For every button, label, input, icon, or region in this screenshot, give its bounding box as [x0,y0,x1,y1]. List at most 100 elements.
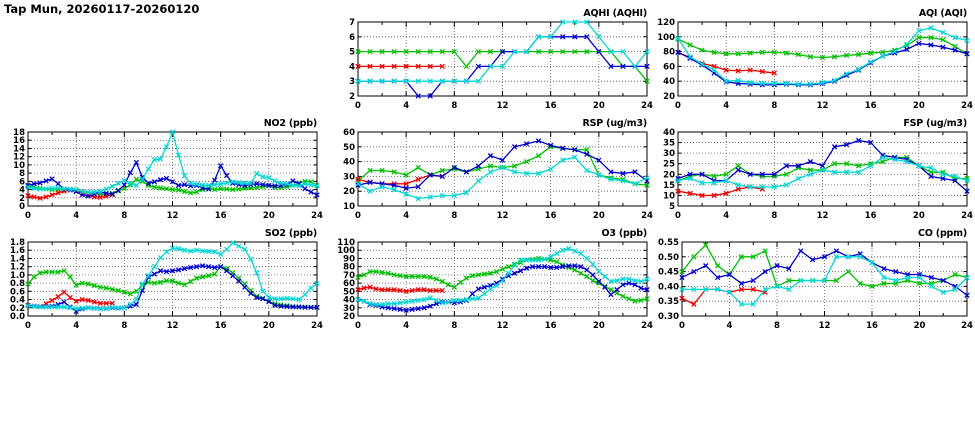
data-point [391,305,397,312]
data-point [940,175,946,182]
data-point [451,164,457,171]
y-tick-label: 0.50 [658,253,679,263]
data-point [218,186,224,192]
data-point [608,278,614,285]
data-point [928,34,934,41]
data-point [49,269,55,275]
data-point [964,274,970,281]
data-point [169,186,176,193]
data-point [723,171,729,177]
series-blue [355,138,650,191]
data-point [687,171,693,177]
chart-plot-so2: 0.00.20.40.60.81.01.21.41.61.8 0 4 8 12 16 20 2… [10,238,323,331]
data-point [157,185,164,191]
data-point [738,254,745,260]
data-point [181,282,188,288]
data-point [236,186,242,192]
data-point [608,287,614,293]
data-point [421,287,427,293]
data-point [505,270,512,276]
data-point [952,34,958,41]
data-point [43,304,49,310]
data-point [421,296,427,303]
data-point [964,37,970,44]
data-point [433,287,439,294]
data-point [91,282,97,289]
x-tick-label: 0 [355,101,361,111]
data-point [296,296,302,303]
data-point [499,164,506,171]
data-point [397,287,403,294]
data-point [831,54,838,60]
data-point [272,302,278,308]
data-point [928,173,934,180]
data-point [735,68,741,74]
data-point [952,177,958,184]
data-point [31,185,37,191]
y-tick-label: 0.35 [658,297,679,307]
x-tick-label: 8 [121,321,127,331]
data-point [679,286,685,293]
data-point [397,273,403,279]
data-point [584,273,590,280]
data-point [433,276,439,282]
data-point [379,287,385,293]
data-point [711,173,717,180]
data-point [584,167,590,174]
data-point [193,275,200,281]
data-point [602,284,608,290]
data-point [187,180,194,187]
data-point [427,172,433,178]
x-tick-label: 16 [545,101,557,111]
data-point [379,48,385,55]
data-point [61,304,67,310]
data-point [409,306,415,313]
data-point [711,180,717,186]
data-point [79,280,85,286]
data-point [224,172,230,179]
data-point [675,177,681,184]
chart-title-rsp: RSP (ug/m3) [582,118,648,129]
data-point [451,78,457,84]
data-point [726,289,733,295]
data-point [49,176,55,182]
data-point [928,165,934,171]
data-point [548,254,554,260]
data-point [73,298,79,304]
series-cyan [679,254,970,307]
x-tick-label: 0 [25,211,31,221]
data-point [880,158,886,165]
y-tick-label: 40 [343,158,355,168]
data-point [855,169,862,175]
data-point [723,190,729,196]
data-point [199,182,206,188]
data-point [699,192,705,199]
data-point [843,169,850,175]
data-point [409,273,415,280]
data-point [49,297,55,304]
y-tick-label: 110 [337,238,355,248]
data-point [121,289,127,295]
x-tick-label: 12 [817,101,829,111]
data-point [133,301,140,308]
data-point [427,295,433,301]
data-point [487,286,494,292]
data-point [892,48,898,55]
data-point [964,51,970,57]
data-point [175,267,182,273]
data-point [857,254,863,260]
data-point [403,48,409,55]
data-point [714,263,721,269]
data-point [855,66,862,73]
y-tick-label: 90 [343,254,355,264]
data-point [596,34,602,40]
data-point [133,176,140,182]
y-tick-label: 80 [663,48,675,58]
data-point [783,171,790,177]
data-point [771,184,777,190]
data-point [302,291,308,298]
data-point [169,278,176,284]
data-point [139,281,146,287]
data-point [774,283,780,290]
data-point [193,247,200,253]
